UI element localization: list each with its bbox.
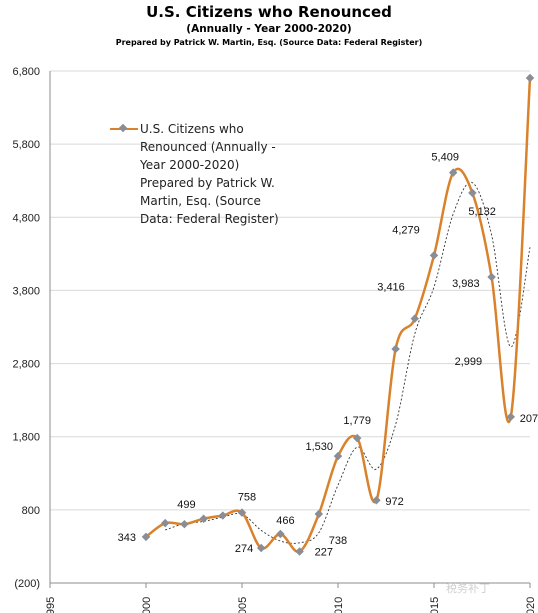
watermark-text: 税务补丁 — [446, 582, 490, 595]
trendline-group — [165, 181, 531, 544]
data-label: 274 — [235, 543, 253, 555]
data-label: 343 — [118, 532, 136, 544]
x-tick-label: 2015 — [429, 597, 441, 613]
data-point — [410, 314, 420, 323]
x-tick-label: 1995 — [45, 597, 57, 613]
data-label: 3,983 — [452, 278, 480, 290]
x-tick-label: 2020 — [525, 597, 537, 613]
y-tick-label: 800 — [22, 505, 40, 517]
data-point — [295, 547, 304, 556]
data-point — [372, 495, 381, 505]
data-point — [525, 73, 535, 83]
data-point — [333, 451, 343, 461]
data-label: 1,779 — [343, 415, 371, 427]
data-label: 1,530 — [305, 441, 333, 453]
y-tick-label: 5,800 — [12, 139, 40, 151]
data-point — [468, 188, 477, 198]
data-point — [180, 519, 189, 529]
data-label: 3,416 — [377, 282, 405, 294]
x-tick-label: 2005 — [237, 597, 249, 613]
legend-label: U.S. Citizens who Renounced (Annually - … — [140, 122, 279, 226]
data-label: 5,132 — [468, 206, 496, 218]
data-label: 227 — [315, 546, 333, 558]
data-point — [448, 168, 458, 177]
chart-title: U.S. Citizens who Renounced — [146, 3, 392, 21]
chart-subtitle: (Annually - Year 2000-2020) — [186, 23, 352, 35]
axes — [49, 71, 531, 588]
data-point — [314, 509, 324, 519]
y-tick-label: 4,800 — [12, 212, 40, 224]
y-tick-label: (200) — [14, 578, 40, 590]
data-point — [218, 511, 228, 520]
x-tick-label: 2010 — [333, 597, 345, 613]
data-label: 738 — [329, 535, 347, 547]
data-label: 499 — [177, 499, 195, 511]
data-label: 466 — [276, 515, 294, 527]
legend-series-marker — [110, 123, 138, 133]
data-label: 972 — [385, 496, 403, 508]
data-label: 2,999 — [455, 356, 483, 368]
y-tick-label: 6,800 — [12, 66, 40, 78]
data-label: 2071 — [520, 413, 538, 425]
data-point — [487, 272, 496, 282]
data-point — [256, 543, 266, 553]
data-label: 758 — [238, 492, 256, 504]
y-tick-label: 2,800 — [12, 359, 40, 371]
data-label: 5,409 — [431, 152, 459, 164]
x-tick-label: 2000 — [141, 597, 153, 613]
data-point — [506, 412, 516, 422]
data-label: 4,279 — [392, 224, 420, 236]
y-tick-label: 3,800 — [12, 285, 40, 297]
data-point — [160, 518, 170, 528]
tick-labels: (200) 800 1,800 2,800 3,800 4,800 5,800 6,800 19… — [12, 66, 537, 613]
data-point — [237, 508, 247, 517]
data-point — [352, 433, 362, 443]
trendline — [165, 181, 531, 544]
chart-credit: Prepared by Patrick W. Martin, Esq. (Sou… — [115, 38, 423, 47]
data-point — [429, 251, 439, 260]
data-point — [391, 344, 400, 354]
data-point — [276, 529, 285, 539]
y-tick-label: 1,800 — [12, 432, 40, 444]
